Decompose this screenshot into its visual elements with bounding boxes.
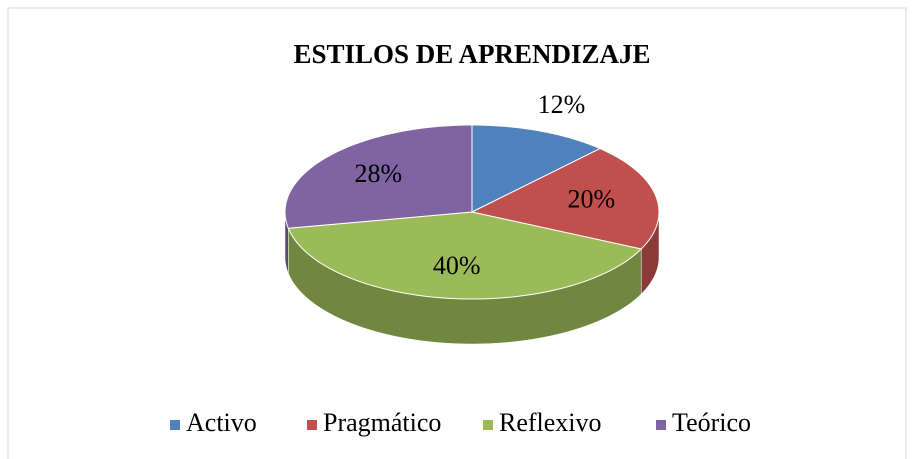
legend-label: Pragmático bbox=[323, 408, 441, 437]
legend-swatch bbox=[656, 420, 666, 430]
legend-swatch bbox=[307, 420, 317, 430]
pie-slice bbox=[287, 211, 643, 300]
data-label: 40% bbox=[433, 251, 481, 280]
pie-slice bbox=[470, 148, 660, 250]
pie-slice bbox=[471, 124, 602, 213]
legend-swatch bbox=[483, 420, 493, 430]
data-label: 12% bbox=[538, 90, 586, 119]
legend-label: Activo bbox=[186, 408, 257, 437]
data-label: 20% bbox=[568, 184, 616, 213]
data-label: 28% bbox=[355, 159, 403, 188]
legend-label: Reflexivo bbox=[499, 408, 602, 437]
pie-slice bbox=[284, 124, 473, 229]
legend-swatch bbox=[170, 420, 180, 430]
legend-label: Teórico bbox=[672, 408, 751, 437]
chart-title: ESTILOS DE APRENDIZAJE bbox=[293, 39, 650, 69]
